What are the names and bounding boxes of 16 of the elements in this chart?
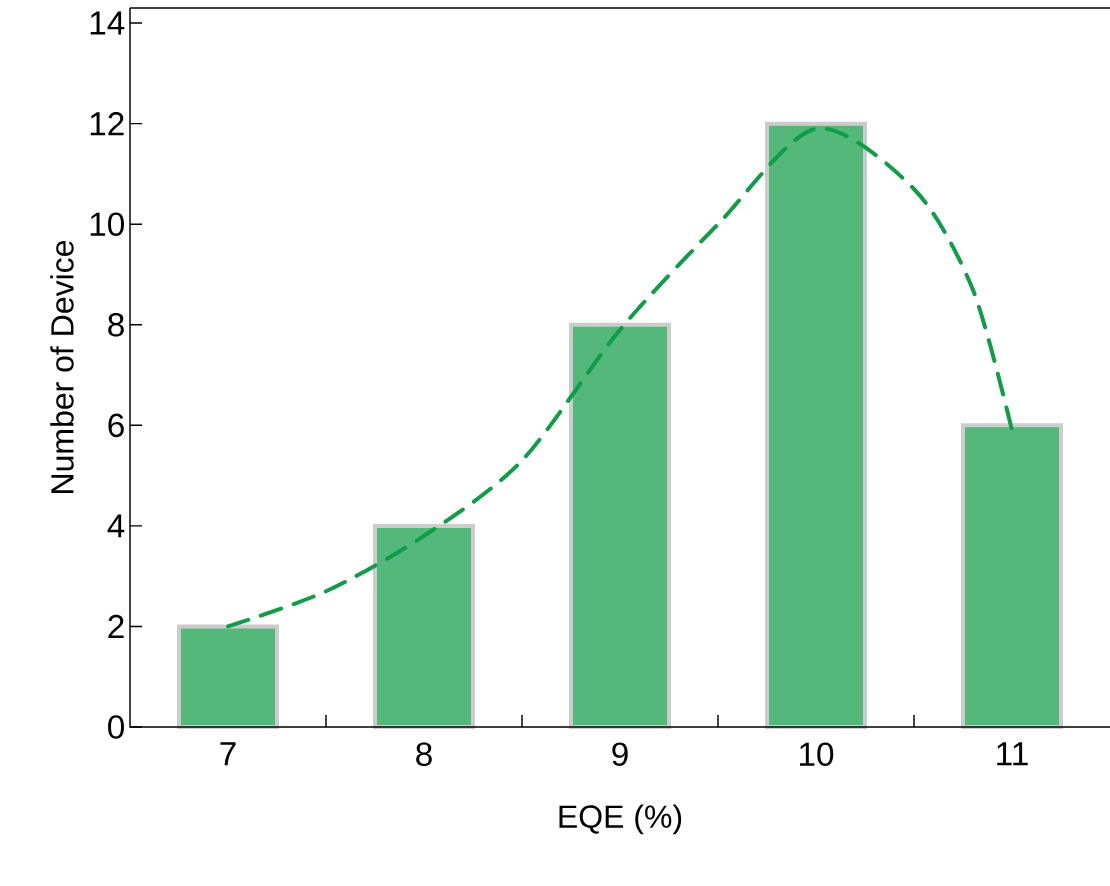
- y-tick-label: 14: [90, 11, 125, 35]
- x-axis-title: EQE (%): [559, 804, 682, 835]
- y-tick-label: 0: [108, 715, 124, 739]
- y-tick-label: 8: [108, 312, 124, 337]
- x-tick-label: 7: [220, 742, 236, 766]
- line-series: [226, 126, 1014, 629]
- y-tick-label: 4: [107, 514, 125, 538]
- y-axis-title: Number of Device: [50, 240, 74, 493]
- x-tick-label: 9: [612, 742, 628, 766]
- y-tick-label: 12: [90, 112, 124, 136]
- x-tick-label: 10: [800, 742, 834, 766]
- x-tick-label: 11: [997, 742, 1028, 766]
- y-tick-label: 10: [90, 212, 124, 237]
- y-tick-label: 6: [108, 413, 124, 438]
- x-tick-label: 8: [416, 742, 432, 766]
- y-tick-label: 2: [108, 614, 124, 639]
